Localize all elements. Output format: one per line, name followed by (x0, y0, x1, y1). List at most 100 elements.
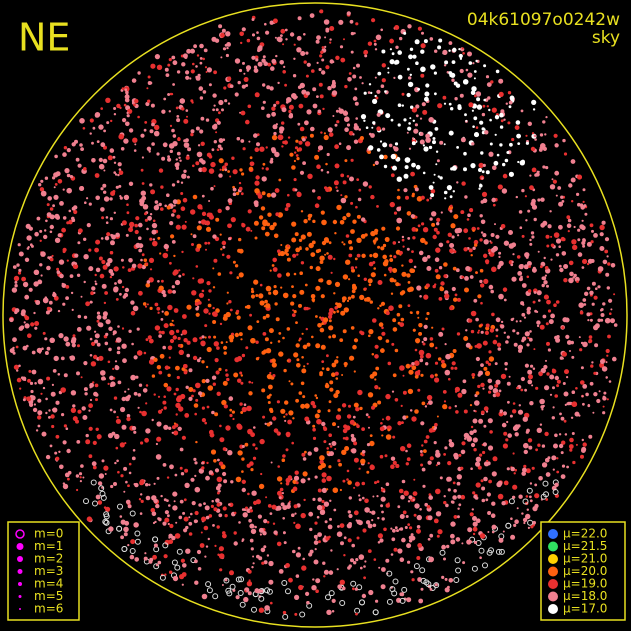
star (264, 337, 269, 342)
star (224, 578, 228, 582)
star (72, 334, 76, 338)
star (428, 145, 433, 150)
star (70, 338, 76, 344)
star (242, 61, 245, 65)
star (587, 404, 591, 408)
star (335, 414, 342, 420)
star (407, 67, 410, 71)
star (77, 409, 82, 414)
magnitude-label: m=3 (34, 564, 63, 578)
star (322, 561, 326, 565)
star (117, 279, 123, 284)
star (28, 287, 33, 292)
star (195, 65, 198, 68)
star (94, 247, 99, 253)
star (110, 191, 116, 196)
star (349, 355, 355, 361)
star (551, 368, 555, 372)
star (172, 425, 176, 430)
star (314, 413, 320, 419)
star (255, 447, 258, 450)
star (359, 406, 363, 411)
star (486, 549, 493, 556)
star (117, 173, 120, 177)
star (471, 142, 475, 146)
star (84, 392, 88, 396)
star (311, 335, 314, 339)
star (409, 47, 414, 51)
star (314, 394, 318, 397)
star (504, 158, 509, 163)
star (299, 82, 305, 89)
star (516, 386, 519, 390)
star (249, 538, 254, 543)
star (249, 523, 255, 529)
star (529, 185, 534, 191)
star (53, 355, 59, 362)
star (291, 221, 297, 227)
star (319, 9, 324, 14)
star (284, 28, 288, 32)
star (463, 151, 467, 156)
star (100, 187, 104, 191)
star (40, 179, 44, 183)
star (326, 354, 329, 358)
star (396, 312, 401, 317)
star (303, 60, 307, 64)
star (359, 76, 362, 79)
star (377, 71, 382, 76)
star (431, 222, 436, 227)
star (198, 86, 204, 91)
star (124, 287, 130, 293)
star (368, 145, 374, 151)
star (416, 528, 421, 534)
star (176, 180, 180, 184)
star (336, 310, 340, 313)
star (201, 289, 205, 293)
star (435, 452, 441, 458)
star (550, 235, 553, 238)
star (455, 268, 460, 273)
star (473, 494, 478, 499)
star (568, 277, 574, 284)
star (440, 281, 445, 286)
star (112, 367, 115, 370)
star (541, 444, 546, 448)
star (510, 534, 516, 540)
star (181, 224, 187, 230)
star (91, 461, 97, 467)
star (129, 548, 136, 554)
star (350, 229, 355, 234)
star (536, 320, 541, 325)
star (300, 381, 305, 386)
star (347, 77, 352, 82)
star (383, 527, 387, 532)
star (57, 179, 63, 184)
star (472, 246, 476, 250)
star (294, 470, 299, 475)
star (282, 454, 286, 458)
star (314, 548, 317, 551)
star (570, 159, 576, 164)
star (335, 109, 339, 113)
star (153, 130, 160, 137)
star (581, 266, 585, 269)
star (131, 456, 136, 461)
star (91, 341, 96, 346)
star (331, 441, 337, 446)
star (80, 147, 84, 152)
star (245, 346, 249, 350)
star (456, 474, 462, 480)
star (49, 337, 55, 343)
star (553, 232, 560, 238)
star (123, 194, 130, 201)
star (601, 366, 608, 372)
star (295, 398, 299, 403)
star (127, 394, 131, 399)
star (420, 237, 426, 244)
star (578, 336, 581, 339)
star (561, 326, 565, 330)
star (581, 448, 586, 453)
star (296, 358, 300, 362)
star (277, 490, 282, 496)
